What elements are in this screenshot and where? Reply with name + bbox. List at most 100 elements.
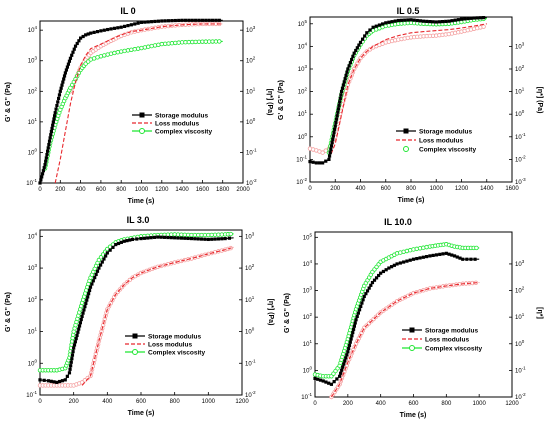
data-point [334, 117, 339, 121]
data-point [45, 152, 49, 157]
x-tick-label: 1400 [175, 187, 189, 193]
data-point [422, 19, 426, 23]
data-point [46, 379, 51, 383]
data-point [308, 159, 312, 164]
y-tick-label: 102 [303, 312, 313, 321]
x-tick-label: 0 [308, 186, 312, 192]
data-point [217, 39, 222, 44]
data-point [47, 142, 51, 147]
legend: Storage modulus Loss modulus Complex vis… [125, 333, 205, 357]
data-point [428, 254, 432, 258]
data-point [418, 19, 423, 23]
data-point [62, 74, 67, 78]
data-point [106, 27, 110, 32]
data-point [428, 19, 432, 24]
y2-tick-label: 10-1 [515, 365, 526, 374]
x-tick-label: 0 [313, 401, 317, 407]
data-point [136, 21, 140, 25]
data-point [80, 314, 84, 318]
data-point [41, 169, 45, 173]
data-point [142, 236, 146, 240]
x-tick-label: 1200 [155, 187, 169, 193]
legend-marker-viscosity [132, 349, 138, 355]
x-tick-label: 800 [170, 399, 181, 405]
data-point [159, 235, 163, 239]
data-point [189, 236, 194, 241]
data-point [95, 269, 100, 273]
data-point [333, 124, 337, 128]
data-point [347, 64, 351, 68]
data-point [66, 62, 71, 66]
data-point [384, 21, 388, 25]
legend-label-viscosity: Complex viscosity [155, 129, 212, 136]
x-tick-label: 800 [116, 187, 127, 193]
data-point [162, 235, 167, 239]
data-point [51, 120, 55, 124]
data-point [87, 288, 92, 293]
data-point [334, 120, 338, 125]
data-point [86, 32, 90, 36]
y-tick-label: 103 [28, 56, 38, 65]
data-point [206, 237, 210, 242]
data-point [203, 237, 207, 241]
data-point [324, 380, 328, 384]
data-point [351, 330, 355, 335]
data-point [342, 80, 346, 84]
panel-il-100: IL 10.0 0 200 400 600 800 1000 1200 10-1 100 101 1… [284, 217, 543, 419]
data-point [339, 93, 343, 97]
y-tick-label: 101 [28, 327, 38, 336]
data-point [478, 16, 483, 20]
y-axis-label: G' & G'' (Pa) [5, 292, 12, 332]
data-point [405, 259, 409, 263]
data-point [52, 114, 57, 118]
data-point [339, 89, 344, 94]
data-point [118, 49, 124, 54]
data-point [392, 263, 396, 267]
legend-marker-storage [139, 112, 145, 118]
data-point [44, 159, 48, 163]
data-point [75, 333, 79, 338]
series-line [44, 40, 223, 169]
panel-il-0: IL 0 0 200 400 600 800 1000 1200 1400 1600 1800 20… [5, 6, 273, 205]
data-point [87, 292, 91, 296]
legend-marker-viscosity [139, 128, 145, 134]
data-point [352, 324, 356, 328]
data-point [78, 321, 82, 325]
data-point [63, 378, 67, 382]
data-point [58, 89, 62, 93]
data-point [344, 356, 348, 360]
data-point [47, 139, 52, 143]
x-tick-label: 200 [55, 187, 66, 193]
x-tick-label: 1600 [505, 186, 519, 192]
y2-tick-label: 101 [246, 86, 256, 95]
data-point [60, 379, 65, 383]
data-point [85, 298, 89, 302]
data-point [403, 18, 407, 22]
data-point [186, 236, 190, 241]
data-point [183, 236, 187, 240]
y-tick-label: 101 [303, 339, 313, 348]
data-point [475, 16, 479, 20]
y-tick-label: 105 [303, 232, 313, 241]
data-point [65, 65, 70, 69]
y-tick-label: 100 [303, 365, 313, 374]
data-point [163, 19, 167, 23]
x-tick-label: 400 [376, 401, 387, 407]
data-point [210, 18, 215, 22]
data-point [444, 19, 448, 24]
data-point [67, 59, 72, 63]
y-tick-label: 100 [28, 358, 38, 367]
data-point [344, 73, 348, 78]
data-point [210, 237, 214, 241]
data-point [197, 18, 201, 22]
data-point [431, 253, 435, 258]
data-point [363, 34, 367, 38]
x-tick-label: 400 [76, 187, 87, 193]
data-point [130, 237, 135, 242]
y-tick-label: 103 [298, 64, 308, 73]
data-point [122, 24, 127, 29]
data-point [59, 86, 63, 90]
data-point [56, 100, 60, 104]
x-tick-label: 1600 [196, 187, 210, 193]
data-point [135, 46, 141, 51]
